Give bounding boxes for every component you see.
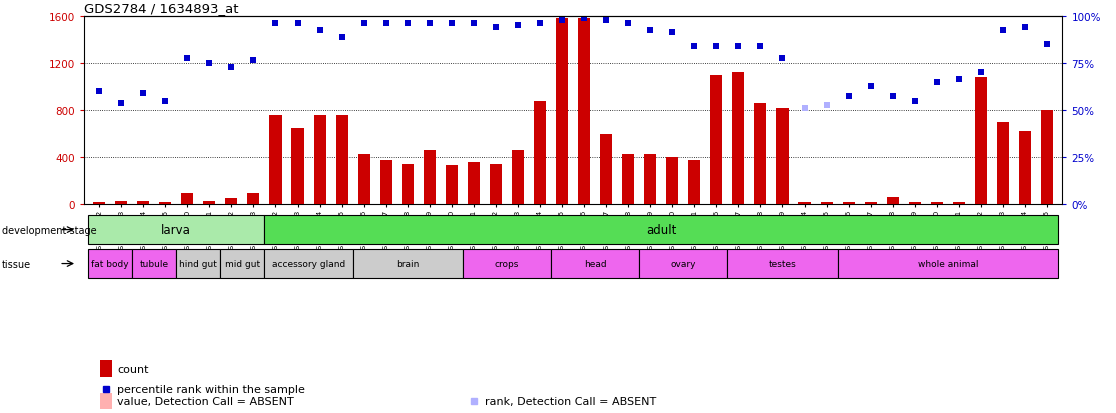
Bar — [264, 216, 1058, 244]
Text: percentile rank within the sample: percentile rank within the sample — [117, 384, 305, 394]
Bar — [468, 162, 480, 205]
Text: head: head — [584, 259, 606, 268]
Text: hind gut: hind gut — [180, 259, 218, 268]
Bar — [137, 201, 150, 205]
Bar — [710, 75, 722, 205]
Bar — [953, 202, 965, 205]
Text: rank, Detection Call = ABSENT: rank, Detection Call = ABSENT — [485, 396, 656, 406]
Bar — [264, 250, 353, 278]
Bar — [798, 202, 810, 205]
Text: value, Detection Call = ABSENT: value, Detection Call = ABSENT — [117, 396, 294, 406]
Bar — [1019, 132, 1031, 205]
Bar — [291, 128, 304, 205]
Bar — [512, 151, 525, 205]
Bar — [336, 115, 348, 205]
Text: tubule: tubule — [140, 259, 169, 268]
Bar — [533, 101, 546, 205]
Bar — [997, 122, 1009, 205]
Bar — [551, 250, 639, 278]
Bar — [424, 151, 436, 205]
Bar — [931, 202, 943, 205]
Bar — [974, 78, 987, 205]
Text: development stage: development stage — [2, 225, 97, 235]
Bar — [728, 250, 838, 278]
Bar — [666, 158, 679, 205]
Bar — [269, 115, 281, 205]
Bar — [1041, 111, 1054, 205]
Bar — [181, 193, 193, 205]
Text: count: count — [117, 364, 148, 374]
Bar — [754, 104, 767, 205]
Bar — [732, 73, 744, 205]
Bar — [622, 154, 634, 205]
Bar — [490, 165, 502, 205]
Bar — [908, 202, 921, 205]
Bar — [556, 19, 568, 205]
Bar — [886, 198, 898, 205]
Bar — [777, 108, 789, 205]
Bar — [132, 250, 176, 278]
Bar — [463, 250, 551, 278]
Text: adult: adult — [646, 223, 676, 237]
Text: mid gut: mid gut — [224, 259, 260, 268]
Bar — [93, 202, 105, 205]
Bar — [838, 250, 1058, 278]
Bar — [100, 393, 112, 409]
Bar — [353, 250, 463, 278]
Bar — [160, 202, 172, 205]
Bar — [88, 216, 264, 244]
Text: GDS2784 / 1634893_at: GDS2784 / 1634893_at — [84, 2, 238, 15]
Bar — [88, 250, 132, 278]
Text: fat body: fat body — [92, 259, 129, 268]
Text: brain: brain — [396, 259, 420, 268]
Bar — [203, 201, 215, 205]
Text: tissue: tissue — [2, 259, 31, 269]
Bar — [176, 250, 220, 278]
Bar — [600, 134, 613, 205]
Text: accessory gland: accessory gland — [272, 259, 345, 268]
Bar — [115, 201, 127, 205]
Bar — [843, 202, 855, 205]
Bar — [248, 193, 260, 205]
Text: crops: crops — [494, 259, 519, 268]
Bar — [639, 250, 728, 278]
Bar — [379, 160, 392, 205]
Bar — [225, 199, 238, 205]
Bar — [100, 360, 112, 377]
Text: testes: testes — [769, 259, 797, 268]
Bar — [220, 250, 264, 278]
Bar — [314, 115, 326, 205]
Bar — [865, 202, 877, 205]
Bar — [820, 202, 833, 205]
Bar — [689, 160, 701, 205]
Text: ovary: ovary — [671, 259, 696, 268]
Bar — [445, 166, 458, 205]
Bar — [402, 165, 414, 205]
Bar — [578, 19, 590, 205]
Bar — [644, 154, 656, 205]
Bar — [357, 154, 369, 205]
Text: larva: larva — [162, 223, 191, 237]
Text: whole animal: whole animal — [917, 259, 978, 268]
